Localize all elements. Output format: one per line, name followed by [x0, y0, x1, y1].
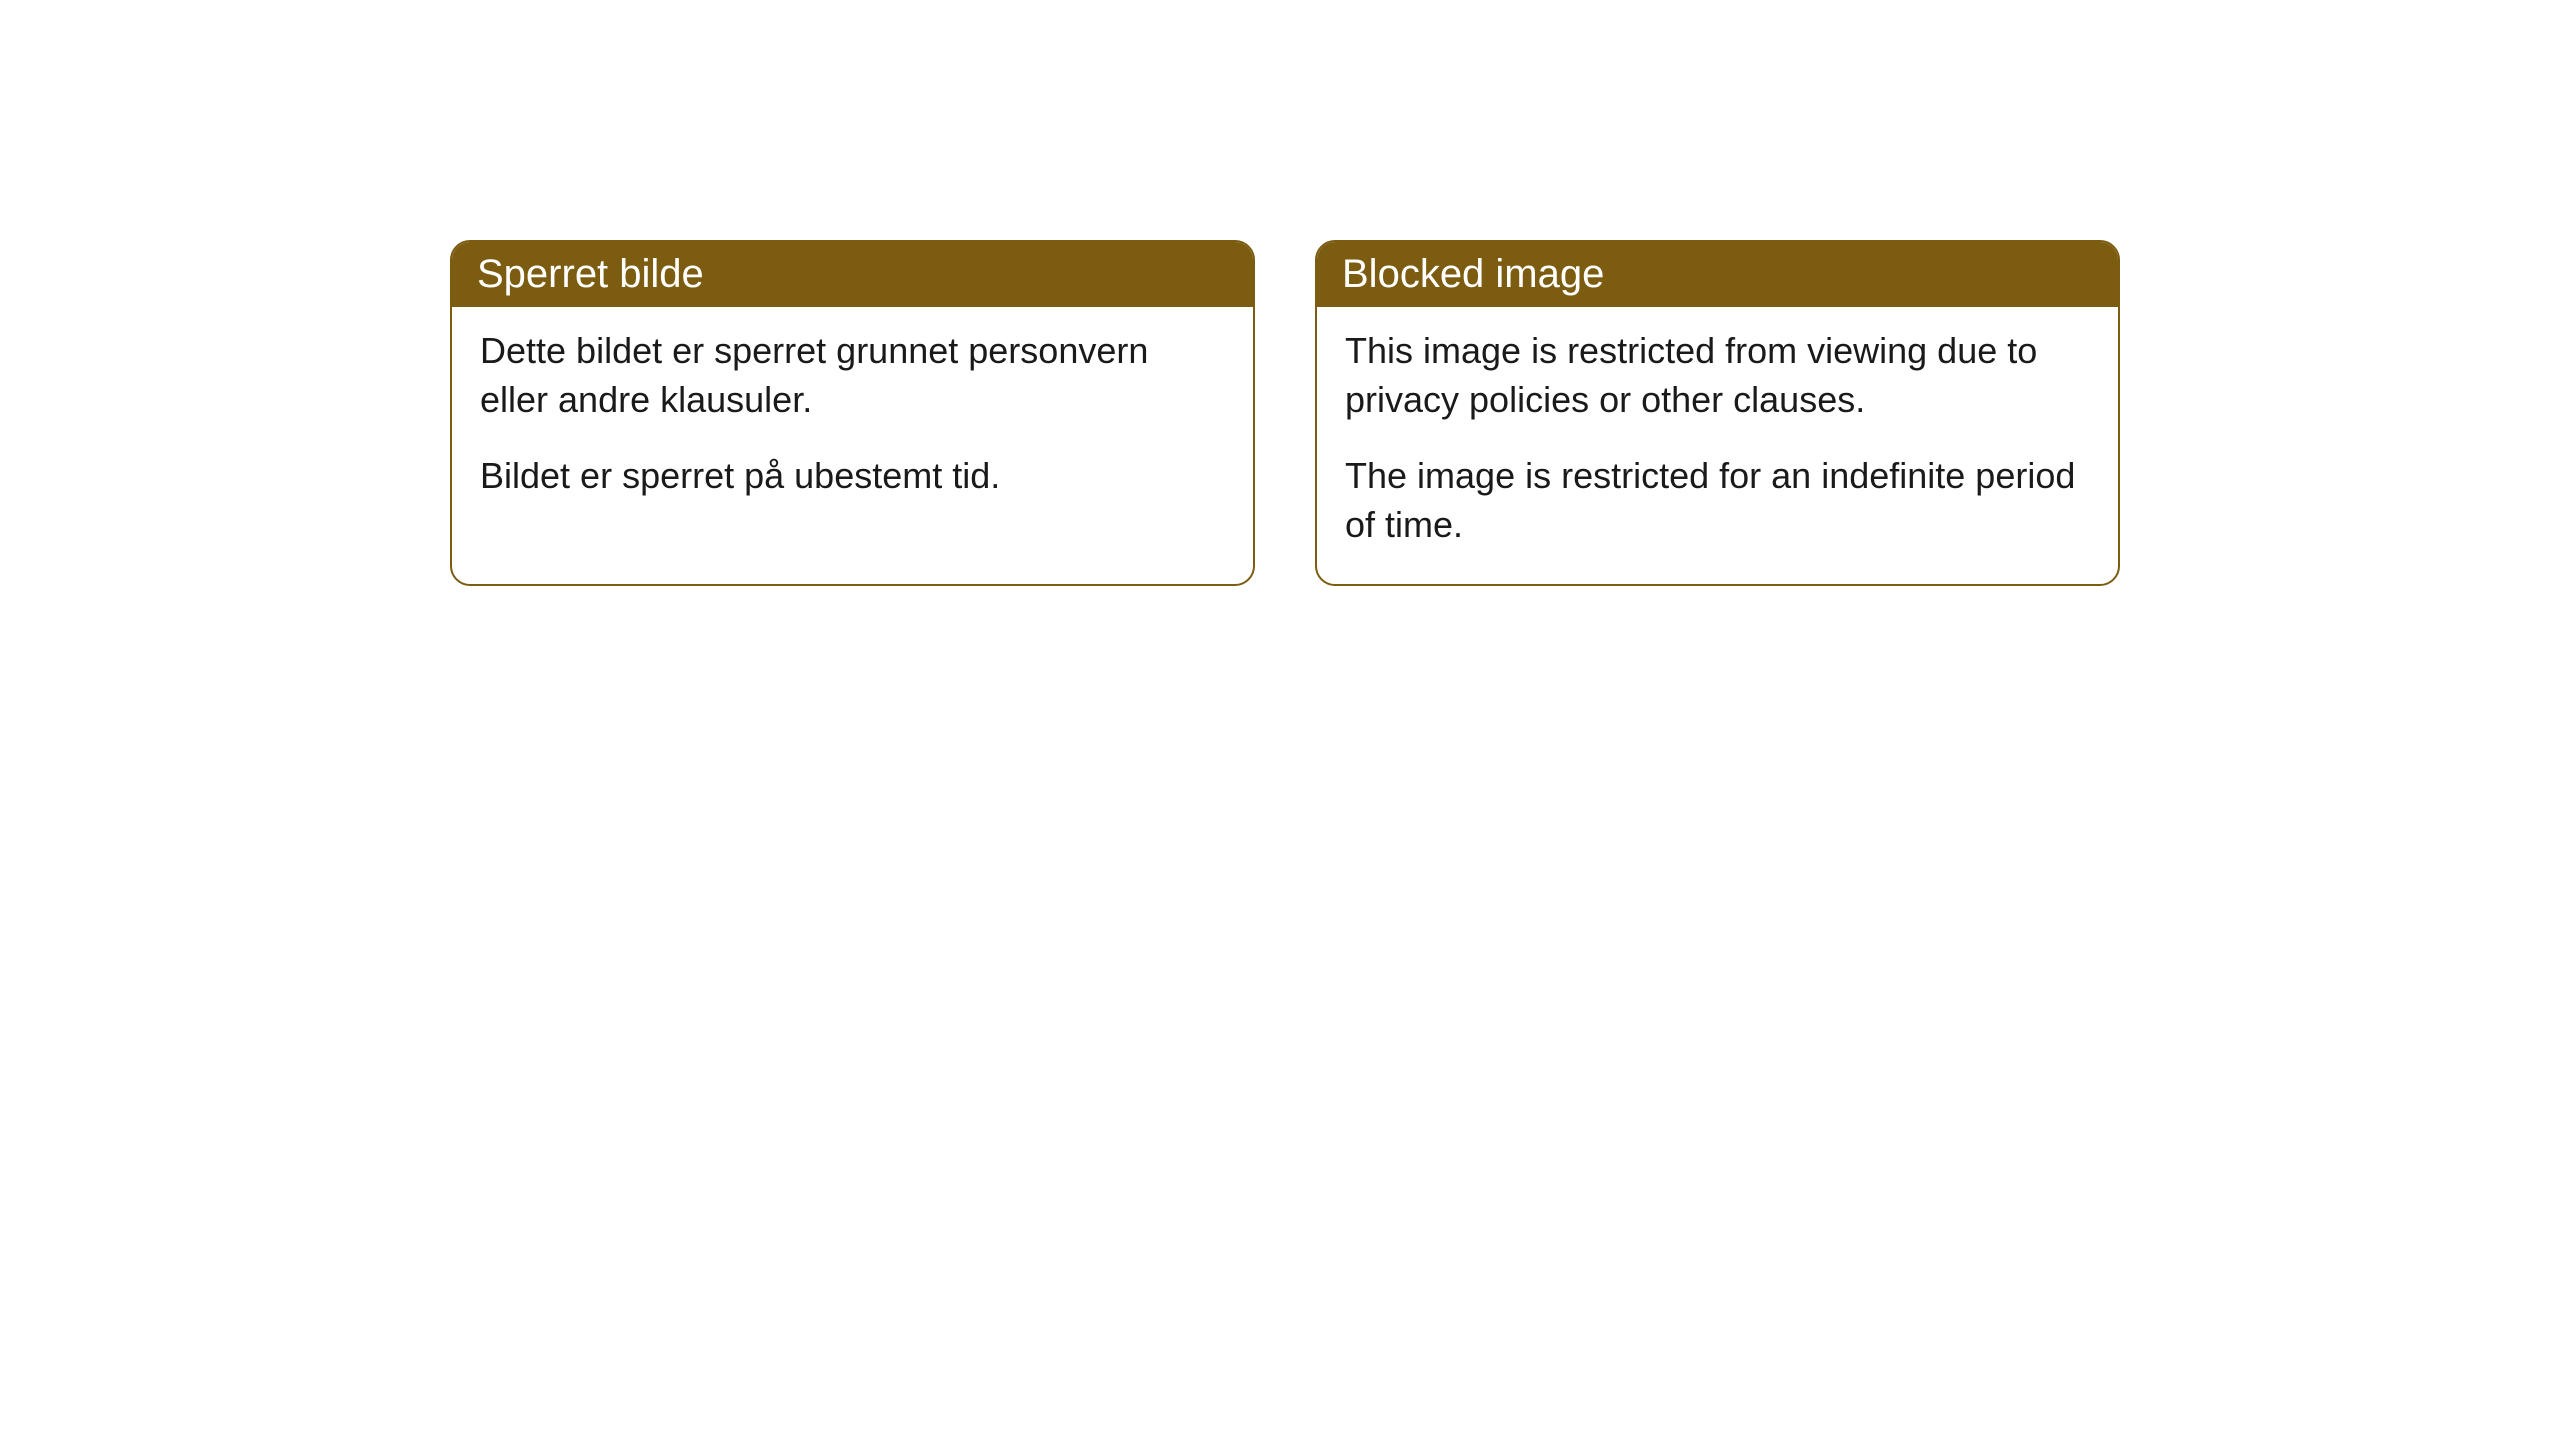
card-paragraph: Dette bildet er sperret grunnet personve… [480, 327, 1225, 424]
card-title: Blocked image [1342, 252, 1604, 296]
card-paragraph: This image is restricted from viewing du… [1345, 327, 2090, 424]
card-paragraph: The image is restricted for an indefinit… [1345, 452, 2090, 549]
notice-card-norwegian: Sperret bilde Dette bildet er sperret gr… [450, 240, 1255, 586]
card-header: Sperret bilde [452, 242, 1253, 307]
notice-container: Sperret bilde Dette bildet er sperret gr… [0, 0, 2560, 586]
card-header: Blocked image [1317, 242, 2118, 307]
card-body: This image is restricted from viewing du… [1317, 307, 2118, 584]
card-title: Sperret bilde [477, 252, 704, 296]
card-paragraph: Bildet er sperret på ubestemt tid. [480, 452, 1225, 501]
notice-card-english: Blocked image This image is restricted f… [1315, 240, 2120, 586]
card-body: Dette bildet er sperret grunnet personve… [452, 307, 1253, 536]
